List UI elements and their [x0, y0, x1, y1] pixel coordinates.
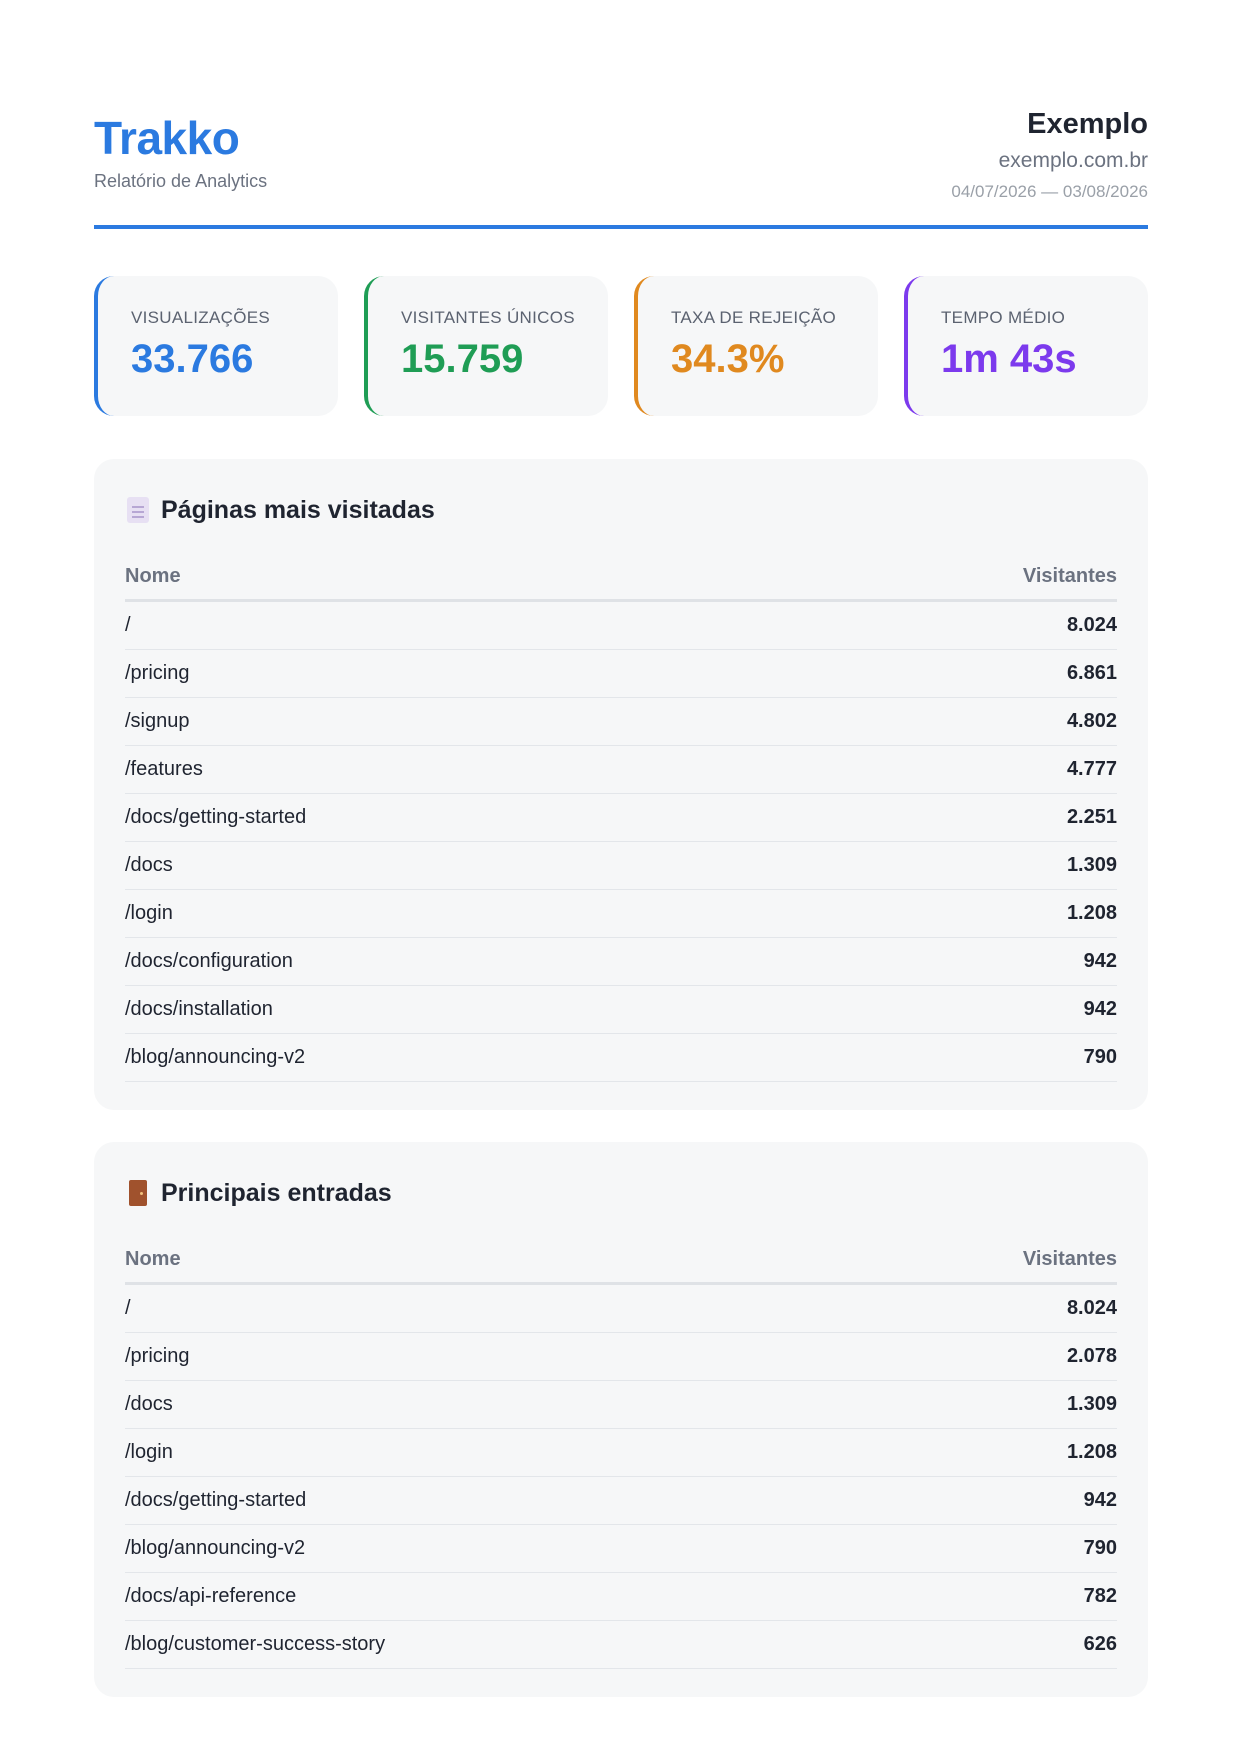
- kpi-card-avg-time: TEMPO MÉDIO 1m 43s: [904, 276, 1148, 416]
- table-row: /blog/announcing-v2 790: [125, 1033, 1117, 1082]
- row-page-path: /docs: [125, 841, 778, 890]
- site-name: Exemplo: [1027, 108, 1148, 140]
- kpi-value: 15.759: [401, 337, 524, 381]
- site-domain: exemplo.com.br: [998, 149, 1148, 172]
- row-visitor-count: 8.024: [853, 1283, 1117, 1333]
- kpi-card-views: VISUALIZAÇÕES 33.766: [94, 276, 338, 416]
- row-page-path: /docs/getting-started: [125, 1476, 854, 1525]
- row-visitor-count: 790: [853, 1524, 1117, 1573]
- row-visitor-count: 942: [777, 985, 1117, 1034]
- kpi-label: VISITANTES ÚNICOS: [401, 308, 575, 327]
- row-page-path: /login: [125, 889, 778, 938]
- row-visitor-count: 790: [777, 1033, 1117, 1082]
- panel-title-text: Principais entradas: [161, 1178, 392, 1207]
- row-visitor-count: 942: [777, 937, 1117, 986]
- table-row: /docs/getting-started 2.251: [125, 793, 1117, 842]
- table-row: /docs/installation 942: [125, 985, 1117, 1034]
- row-page-path: /blog/announcing-v2: [125, 1033, 778, 1082]
- row-page-path: /: [125, 600, 778, 650]
- row-visitor-count: 1.208: [777, 889, 1117, 938]
- brand-title: Trakko: [94, 112, 240, 164]
- row-page-path: /docs/getting-started: [125, 793, 778, 842]
- row-visitor-count: 2.251: [777, 793, 1117, 842]
- row-visitor-count: 626: [853, 1620, 1117, 1669]
- table-row: /signup 4.802: [125, 697, 1117, 746]
- table-header-row: Nome Visitantes: [125, 1237, 1117, 1285]
- column-header-visitors: Visitantes: [853, 1237, 1117, 1285]
- row-page-path: /docs/configuration: [125, 937, 778, 986]
- row-page-path: /docs/installation: [125, 985, 778, 1034]
- table-row: /pricing 6.861: [125, 649, 1117, 698]
- row-visitor-count: 1.309: [777, 841, 1117, 890]
- kpi-label: TEMPO MÉDIO: [941, 308, 1066, 327]
- row-visitor-count: 6.861: [777, 649, 1117, 698]
- table-row: /docs 1.309: [125, 841, 1117, 890]
- kpi-label: VISUALIZAÇÕES: [131, 308, 270, 327]
- table-row: /8.024: [125, 1283, 1117, 1333]
- row-page-path: /pricing: [125, 1332, 854, 1381]
- row-page-path: /blog/announcing-v2: [125, 1524, 854, 1573]
- door-icon: [129, 1180, 147, 1206]
- row-visitor-count: 4.802: [777, 697, 1117, 746]
- row-page-path: /docs/api-reference: [125, 1572, 854, 1621]
- row-visitor-count: 942: [853, 1476, 1117, 1525]
- table-row: /docs/getting-started 942: [125, 1476, 1117, 1525]
- row-page-path: /blog/customer-success-story: [125, 1620, 854, 1669]
- top-pages-table: Nome Visitantes /8.024/pricing 6.861/sign…: [125, 554, 1117, 1082]
- kpi-value: 34.3%: [671, 337, 785, 381]
- column-header-visitors: Visitantes: [777, 554, 1117, 602]
- top-entries-panel: Principais entradas Nome Visitantes /8.0…: [94, 1142, 1148, 1697]
- row-visitor-count: 1.208: [853, 1428, 1117, 1477]
- kpi-value: 1m 43s: [941, 337, 1077, 381]
- table-row: /blog/customer-success-story 626: [125, 1620, 1117, 1669]
- kpi-card-bounce-rate: TAXA DE REJEIÇÃO 34.3%: [634, 276, 878, 416]
- kpi-cards: VISUALIZAÇÕES 33.766 VISITANTES ÚNICOS 1…: [94, 276, 1148, 416]
- report-header: Trakko Relatório de Analytics Exemplo ex…: [94, 0, 1148, 230]
- kpi-card-unique-visitors: VISITANTES ÚNICOS 15.759: [364, 276, 608, 416]
- row-page-path: /signup: [125, 697, 778, 746]
- row-visitor-count: 8.024: [777, 600, 1117, 650]
- row-visitor-count: 782: [853, 1572, 1117, 1621]
- row-page-path: /pricing: [125, 649, 778, 698]
- row-page-path: /: [125, 1283, 854, 1333]
- report-page: Trakko Relatório de Analytics Exemplo ex…: [94, 0, 1148, 1697]
- column-header-name: Nome: [125, 554, 778, 602]
- top-pages-title: Páginas mais visitadas: [125, 490, 1117, 530]
- kpi-value: 33.766: [131, 337, 254, 381]
- top-pages-panel: Páginas mais visitadas Nome Visitantes /…: [94, 459, 1148, 1110]
- row-page-path: /features: [125, 745, 778, 794]
- table-row: /docs/api-reference 782: [125, 1572, 1117, 1621]
- table-row: /docs 1.309: [125, 1380, 1117, 1429]
- table-row: /login 1.208: [125, 889, 1117, 938]
- top-entries-title: Principais entradas: [125, 1173, 1117, 1213]
- top-entries-table: Nome Visitantes /8.024/pricing 2.078/docs…: [125, 1237, 1117, 1669]
- page-icon: [127, 497, 149, 523]
- column-header-name: Nome: [125, 1237, 854, 1285]
- table-row: /login 1.208: [125, 1428, 1117, 1477]
- table-row: /features 4.777: [125, 745, 1117, 794]
- header-divider: [94, 225, 1148, 229]
- table-row: /pricing 2.078: [125, 1332, 1117, 1381]
- row-visitor-count: 1.309: [853, 1380, 1117, 1429]
- table-row: /8.024: [125, 600, 1117, 650]
- row-visitor-count: 4.777: [777, 745, 1117, 794]
- table-header-row: Nome Visitantes: [125, 554, 1117, 602]
- panel-title-text: Páginas mais visitadas: [161, 495, 435, 524]
- row-page-path: /login: [125, 1428, 854, 1477]
- date-range: 04/07/2026 — 03/08/2026: [951, 182, 1148, 201]
- kpi-label: TAXA DE REJEIÇÃO: [671, 308, 837, 327]
- row-visitor-count: 2.078: [853, 1332, 1117, 1381]
- row-page-path: /docs: [125, 1380, 854, 1429]
- table-row: /blog/announcing-v2 790: [125, 1524, 1117, 1573]
- table-row: /docs/configuration 942: [125, 937, 1117, 986]
- report-subtitle: Relatório de Analytics: [94, 171, 268, 191]
- site-info: Exemplo exemplo.com.br 04/07/2026 — 03/0…: [951, 106, 1148, 202]
